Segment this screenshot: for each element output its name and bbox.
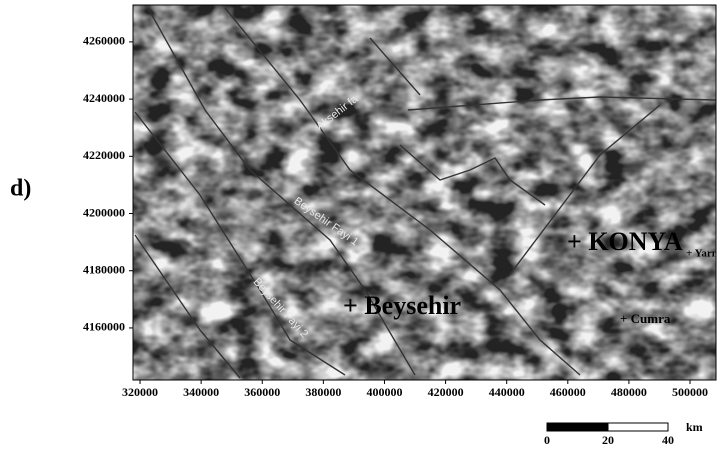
y-tick-label: 4260000: [83, 34, 125, 48]
scale-segment: [607, 422, 669, 432]
fault-line: [134, 111, 346, 376]
relief-texture: [133, 5, 716, 380]
fault-line: [507, 104, 661, 278]
x-tick-label: 440000: [489, 385, 525, 399]
scale-label: 0: [544, 433, 550, 447]
x-tick-label: 360000: [244, 385, 280, 399]
x-tick-label: 420000: [428, 385, 464, 399]
place-label: + Beysehir: [343, 291, 461, 320]
place-label: + Yarma: [686, 248, 720, 260]
fault-line: [407, 96, 716, 111]
fault-line: [369, 37, 421, 96]
scale-segment: [546, 422, 609, 432]
map-frame: [132, 4, 717, 381]
x-tick-label: 500000: [672, 385, 708, 399]
place-label: + Cumra: [620, 311, 671, 326]
y-tick-label: 4180000: [83, 262, 125, 276]
x-tick-label: 400000: [366, 385, 402, 399]
y-tick-label: 4220000: [83, 148, 125, 162]
x-tick-label: 480000: [611, 385, 647, 399]
fault-line: [134, 234, 241, 379]
fault-line: [399, 144, 546, 206]
fault-line: [224, 7, 581, 376]
y-tick-label: 4240000: [83, 91, 125, 105]
panel-label: d): [10, 176, 31, 202]
y-tick-label: 4160000: [83, 320, 125, 334]
scale-label: 20: [602, 433, 614, 447]
scale-unit: km: [686, 420, 703, 434]
x-tick-label: 340000: [183, 385, 219, 399]
place-label: + KONYA: [567, 227, 683, 256]
scale-bar: 0 20 40 km: [544, 420, 703, 447]
scale-label: 40: [662, 433, 674, 447]
x-tick-label: 380000: [305, 385, 341, 399]
map-area: Aksehir fa Beysehir Fayi 1 Beysehir Fayi…: [133, 5, 720, 380]
y-tick-label: 4200000: [83, 205, 125, 219]
x-tick-label: 320000: [122, 385, 158, 399]
x-tick-label: 460000: [550, 385, 586, 399]
fault-line: [147, 7, 416, 376]
